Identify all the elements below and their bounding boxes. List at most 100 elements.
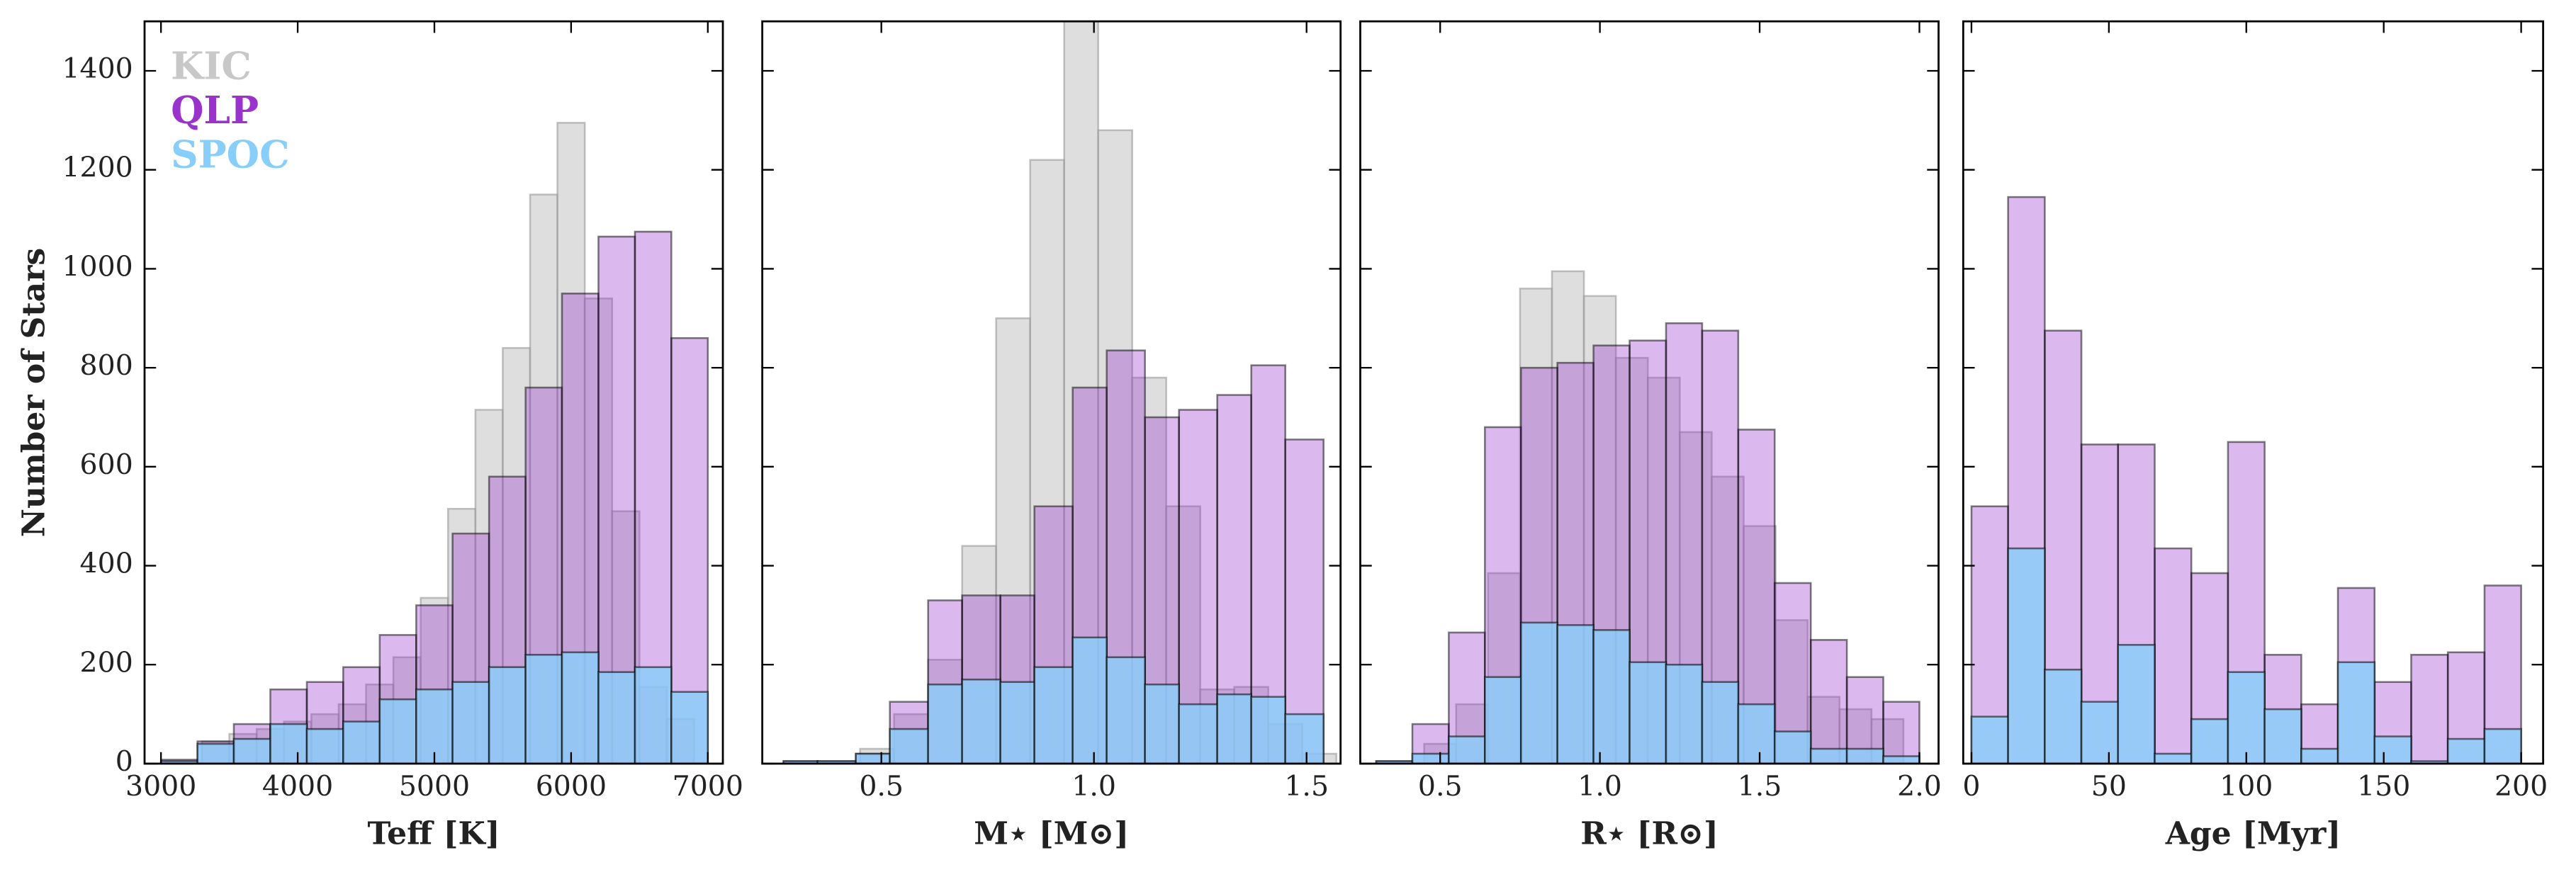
bar	[2007, 547, 2046, 764]
bar	[524, 654, 563, 764]
bar	[305, 728, 344, 764]
bar	[927, 683, 963, 764]
bar	[1411, 752, 1450, 764]
bar	[670, 691, 709, 764]
bar	[1970, 715, 2009, 764]
x-tick-label: 150	[2357, 770, 2410, 803]
bar	[1629, 661, 1667, 764]
bar	[1284, 438, 1324, 764]
bar	[196, 742, 235, 764]
x-tick-label: 1.5	[1284, 770, 1329, 803]
bar	[1845, 747, 1884, 764]
bar	[1178, 703, 1218, 764]
bar	[1701, 681, 1740, 764]
bar	[488, 666, 527, 764]
bar	[2410, 654, 2449, 764]
y-tick-label: 400	[80, 548, 133, 580]
legend-entry: SPOC	[171, 132, 289, 176]
bar	[2190, 718, 2229, 764]
bar	[2044, 668, 2083, 764]
bar	[342, 720, 381, 764]
bar	[1882, 755, 1920, 764]
y-tick-label: 0	[116, 745, 133, 778]
x-tick-label: 100	[2220, 770, 2273, 803]
bar	[1284, 713, 1324, 764]
bar	[1216, 693, 1252, 764]
bar	[451, 681, 490, 764]
plot-frame	[1359, 20, 1940, 765]
bar	[415, 688, 454, 764]
bar	[1737, 703, 1776, 764]
y-tick-label: 1000	[62, 250, 133, 283]
bar	[2336, 661, 2376, 764]
bar	[1033, 666, 1074, 764]
plot-frame	[1962, 20, 2545, 765]
bar	[999, 681, 1035, 764]
bar	[2446, 737, 2486, 764]
bar	[1484, 676, 1522, 764]
x-tick-label: 1.5	[1738, 770, 1782, 803]
y-tick-label: 1200	[62, 152, 133, 184]
x-axis-label: M⋆ [M⊙]	[974, 816, 1129, 852]
x-tick-label: 7000	[673, 770, 743, 803]
x-tick-label: 0.5	[1418, 770, 1463, 803]
bar	[2483, 728, 2522, 764]
bar	[1029, 159, 1065, 764]
x-axis-label: R⋆ [R⊙]	[1580, 816, 1719, 852]
bar	[2263, 708, 2302, 764]
bar	[961, 678, 1001, 764]
bar	[2300, 747, 2339, 764]
bar	[1809, 747, 1848, 764]
bar	[1250, 696, 1286, 764]
bar	[597, 671, 636, 764]
y-tick-label: 800	[80, 349, 133, 382]
bar	[1665, 663, 1704, 764]
bar	[2117, 644, 2156, 764]
plot-frame	[761, 20, 1342, 765]
bar	[2154, 547, 2193, 764]
panel	[782, 21, 1337, 764]
y-tick-label: 1400	[62, 52, 133, 85]
y-axis-label: Number of Stars	[16, 248, 52, 537]
bar	[378, 698, 417, 764]
legend-entry: KIC	[171, 43, 252, 88]
panel	[1970, 196, 2522, 764]
bar	[1448, 735, 1486, 764]
x-axis-label: Age [Myr]	[2165, 816, 2341, 852]
x-tick-label: 4000	[262, 770, 333, 803]
bar	[889, 728, 929, 764]
bar	[634, 666, 673, 764]
bar	[1773, 730, 1812, 764]
bar	[232, 737, 271, 764]
x-axis-label: Teff [K]	[367, 816, 500, 852]
bar	[1520, 621, 1558, 764]
x-tick-label: 1.0	[1577, 770, 1622, 803]
bar	[2080, 701, 2120, 764]
bar	[2373, 735, 2412, 764]
y-tick-label: 200	[80, 646, 133, 679]
x-tick-label: 0	[1962, 770, 1980, 803]
legend-entry: QLP	[171, 88, 259, 132]
bar	[561, 651, 600, 764]
bar	[1882, 701, 1920, 764]
panel	[159, 122, 709, 764]
x-tick-label: 50	[2091, 770, 2127, 803]
panel	[1375, 270, 1920, 764]
x-tick-label: 0.5	[859, 770, 904, 803]
bar	[1592, 629, 1631, 764]
bar	[1144, 683, 1180, 764]
x-tick-label: 6000	[536, 770, 607, 803]
x-tick-label: 3000	[125, 770, 196, 803]
x-tick-label: 5000	[399, 770, 470, 803]
x-tick-label: 1.0	[1072, 770, 1116, 803]
bar	[1809, 639, 1848, 764]
bar	[855, 752, 891, 764]
bar	[1106, 656, 1146, 764]
bar	[2227, 671, 2266, 764]
bar	[2154, 752, 2193, 764]
bar	[1072, 636, 1108, 764]
y-tick-label: 600	[80, 448, 133, 481]
bar	[1556, 624, 1594, 764]
